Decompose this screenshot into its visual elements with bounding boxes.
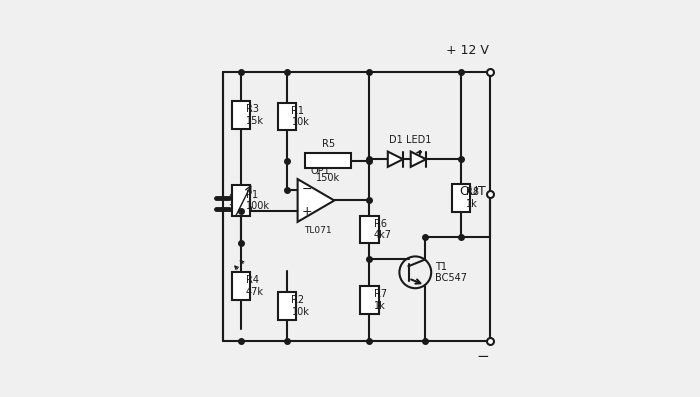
Polygon shape: [388, 152, 403, 167]
Polygon shape: [298, 179, 335, 222]
Text: R6
4k7: R6 4k7: [374, 219, 392, 240]
FancyBboxPatch shape: [305, 153, 351, 168]
FancyBboxPatch shape: [452, 185, 470, 212]
Text: R4
47k: R4 47k: [246, 275, 264, 297]
Text: +: +: [301, 205, 312, 218]
Text: C1
220n: C1 220n: [228, 193, 253, 214]
Text: T1
BC547: T1 BC547: [435, 262, 467, 283]
Text: R5: R5: [321, 139, 335, 148]
Text: 150k: 150k: [316, 173, 340, 183]
FancyBboxPatch shape: [232, 101, 250, 129]
FancyBboxPatch shape: [232, 185, 250, 216]
FancyBboxPatch shape: [232, 272, 250, 300]
Text: R7
1k: R7 1k: [374, 289, 387, 310]
Text: −: −: [301, 183, 312, 196]
FancyBboxPatch shape: [360, 286, 379, 314]
Text: R2
10k: R2 10k: [291, 295, 309, 317]
FancyBboxPatch shape: [278, 103, 296, 130]
Text: OP1: OP1: [311, 166, 330, 176]
Text: D1: D1: [389, 135, 402, 145]
FancyBboxPatch shape: [360, 216, 379, 243]
Text: + 12 V: + 12 V: [446, 44, 489, 57]
Text: R1
10k: R1 10k: [291, 106, 309, 127]
FancyBboxPatch shape: [278, 292, 296, 320]
Text: R3
15k: R3 15k: [246, 104, 264, 126]
Text: LED1: LED1: [406, 135, 431, 145]
Text: OUT: OUT: [459, 185, 486, 198]
Text: −: −: [476, 349, 489, 364]
Text: R8
1k: R8 1k: [466, 187, 479, 209]
Text: TL071: TL071: [304, 226, 331, 235]
Text: P1
100k: P1 100k: [246, 190, 270, 211]
Polygon shape: [411, 152, 426, 167]
